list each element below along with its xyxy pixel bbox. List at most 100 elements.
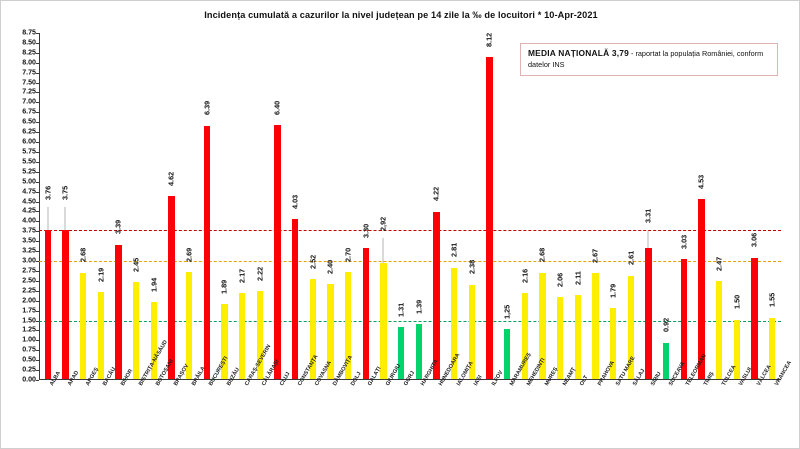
bar-value-label: 3.31 [643,209,653,224]
bar-value-label: 2.68 [537,248,547,263]
y-axis-tick-mark [36,360,39,362]
y-axis-tick-mark [36,330,39,332]
y-axis-tick-mark [36,181,39,183]
y-axis-tick-label: 1.00 [22,335,36,344]
bar-value-label: 2.45 [131,257,141,272]
bar-value-label: 1.39 [414,299,424,314]
page-title: Incidența cumulată a cazurilor la nivel … [204,10,598,20]
y-axis-tick-label: 7.75 [22,68,36,77]
y-axis-tick-mark [36,300,39,302]
bar-rect [556,297,564,379]
bar-value-label: 1.31 [396,302,406,317]
bar-rect [715,281,723,379]
national-average-callout: MEDIA NAȚIONALĂ 3,79 - raportat la popul… [520,43,778,76]
y-axis-tick-label: 3.25 [22,246,36,255]
bar-rect [698,199,705,379]
y-axis-tick-label: 5.25 [22,167,36,176]
bar-rect [309,279,317,379]
y-axis-tick-mark [36,52,39,54]
reference-line-threshold-3 [39,261,781,263]
bar-bra-ov: 4.62 [167,32,176,379]
y-axis-tick-label: 1.50 [22,316,36,324]
x-axis-labels: ALBA ARAD ARGEȘ BACĂU BIHOR BISTRIȚA-NĂSĂUD BO… [39,339,792,448]
y-axis-tick-label: 0.25 [22,365,36,374]
bar-rect [415,323,423,379]
value-leader-line [382,238,384,264]
bar-rect [486,56,493,379]
y-axis-tick-label: 2.75 [22,266,36,275]
bar-rect [521,293,529,379]
bar-mure-: 2.68 [537,32,547,379]
y-axis-tick-label: 8.50 [22,38,36,47]
bar-rect [132,281,140,379]
y-axis-tick-label: 7.25 [22,87,36,96]
bar-rect [203,125,211,379]
bar-value-label: 2,92 [378,216,388,231]
bar-rect [592,273,599,379]
y-axis-tick-mark [36,82,39,84]
bar-value-label: 2.22 [255,266,265,281]
y-axis-tick-label: 7.00 [22,97,36,106]
bar-value-label: 1.89 [219,279,229,294]
bar-rect [221,304,228,379]
y-axis-tick-label: 3.75 [22,226,36,235]
bar-value-label: 1,25 [502,304,512,320]
bar-value-label: 2.38 [467,260,477,275]
callout-headline: MEDIA NAȚIONALĂ 3,79 [528,48,629,58]
y-axis-tick-label: 6.25 [22,127,36,136]
bar-value-label: 2.16 [520,268,530,284]
bar-alba: 3.76 [43,32,52,379]
bar-maramure-: 1,25 [502,32,512,379]
bar-value-label: 2.11 [573,271,583,286]
bar-value-label: 6.39 [202,101,212,116]
bar-value-label: 2.69 [184,247,194,263]
y-axis-tick-label: 6.50 [22,117,36,126]
reference-line-national-average [39,229,781,231]
y-axis-tick-mark [36,112,39,114]
bar-bac-u: 2.19 [96,32,105,379]
y-axis-tick-label: 8.00 [22,58,36,67]
y-axis-tick-mark [36,191,39,193]
bar-value-label: 2.70 [343,247,353,262]
bar-rect [380,263,387,379]
bar-rect [291,219,299,379]
y-axis-tick-mark [36,102,39,104]
bar-ia-i: 2.38 [467,32,477,379]
y-axis-tick-mark [36,241,39,243]
bar-rect [97,292,105,379]
bar-ilfov: 8.12 [485,32,494,379]
bar-rect [168,195,175,379]
bar-rect [150,302,158,379]
bar-gala-i: 3.30 [361,32,370,379]
bar-vrancea: 1.55 [768,32,777,379]
bar-rect [327,283,334,379]
bar-rect [79,272,87,379]
bar-harghita: 1.39 [414,32,424,379]
bar-rect [645,247,652,379]
bar-rect [344,271,352,379]
y-axis-tick-label: 1.75 [22,306,36,315]
bar-value-label: 2.17 [237,268,247,283]
y-axis-tick-mark [36,161,39,163]
bar-rect [662,342,670,379]
y-axis-tick-mark [36,340,39,342]
bar-rect [62,230,69,379]
y-axis-tick-mark [36,280,39,282]
y-axis-tick-mark [36,320,39,322]
bar-v-lcea: 3.06 [750,32,759,379]
bar-olt: 2.11 [573,32,583,379]
bar-rect [680,258,688,379]
bar-rect [185,272,193,379]
bar-rect [468,284,476,379]
bar-prahova: 2.67 [591,32,600,379]
bar-d-mbovi-a: 2.40 [326,32,335,379]
y-axis-tick-mark [36,380,39,381]
y-axis-tick-label: 0.50 [22,355,36,364]
bar-value-label: 1.79 [608,283,618,298]
bar-rect [362,248,370,379]
y-axis-tick-label: 5.50 [22,157,36,166]
bar-rect [574,295,582,379]
bar-s-laj: 2.61 [626,32,635,379]
y-axis-tick-label: 8.25 [22,48,36,57]
y-axis-tick-label: 6.75 [22,107,36,116]
